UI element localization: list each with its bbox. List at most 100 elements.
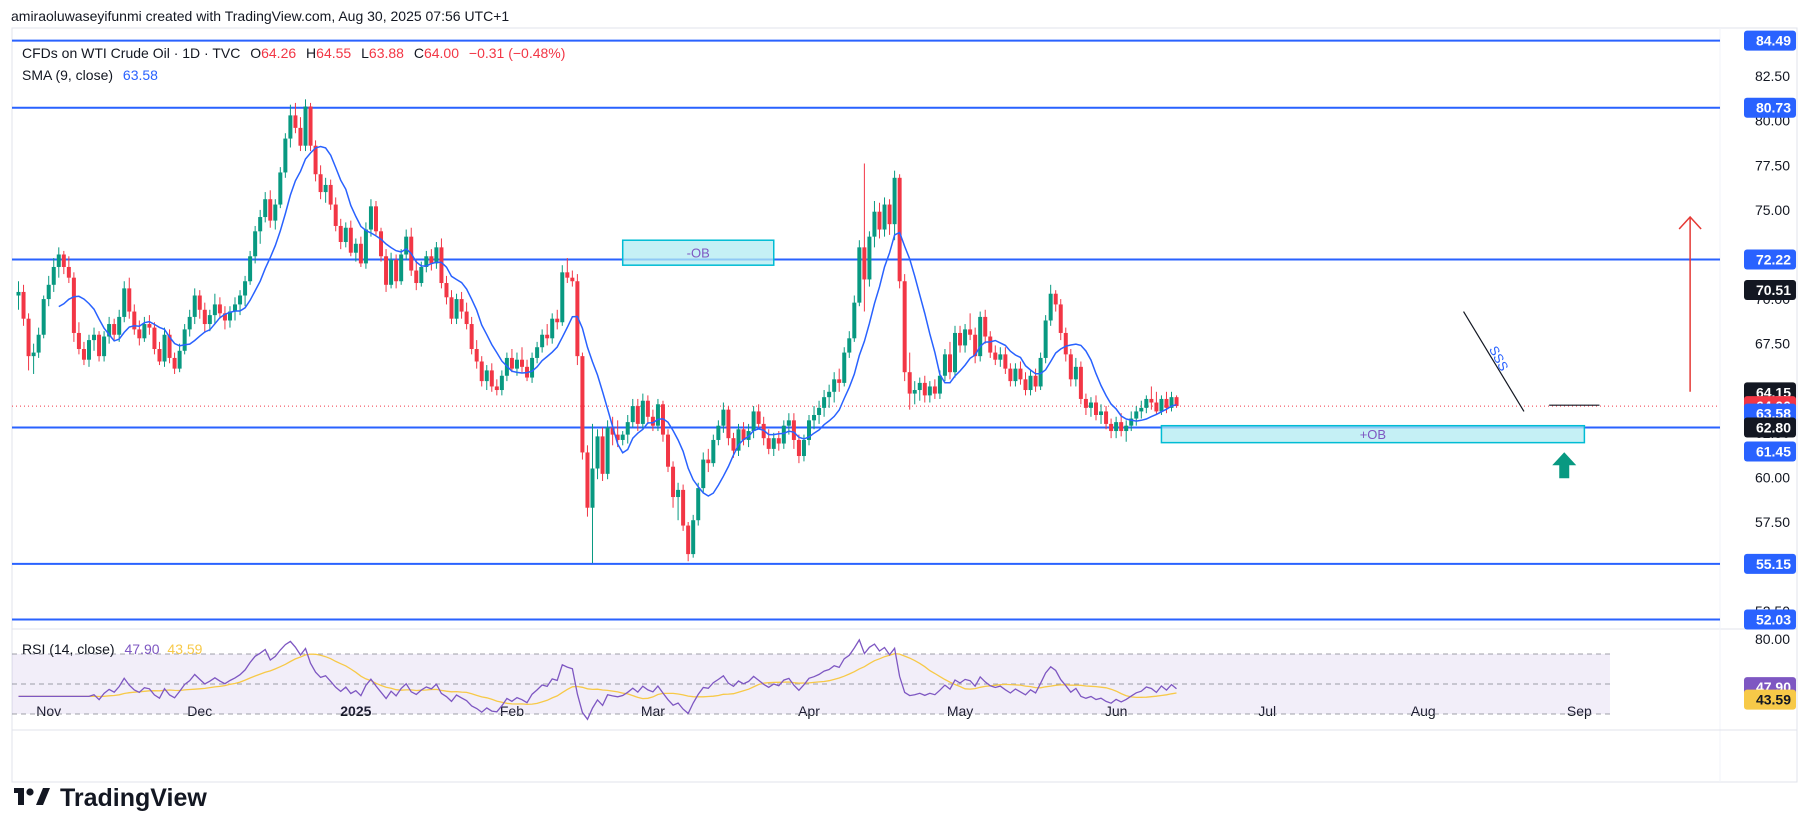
rsi-pane[interactable]: 80.00 47.90 43.59	[12, 631, 1796, 721]
candle-body	[1018, 368, 1023, 380]
candle-body	[1078, 366, 1083, 399]
price-tick-label: 57.50	[1755, 514, 1790, 530]
candle-body	[489, 370, 494, 387]
candle-body	[963, 329, 968, 346]
candle	[122, 281, 127, 323]
candle	[1048, 284, 1053, 326]
candle-body	[258, 217, 263, 232]
time-tick-label: May	[947, 703, 973, 719]
candle-body	[328, 184, 333, 205]
time-tick-label: Feb	[500, 703, 524, 719]
candle-body	[1083, 398, 1088, 408]
candle	[484, 365, 489, 391]
candle	[701, 452, 706, 494]
open-label: O	[250, 45, 261, 61]
candle-body	[635, 406, 640, 424]
candle-body	[147, 324, 152, 328]
candle-body	[600, 436, 605, 474]
candle	[907, 352, 912, 410]
candle	[429, 249, 434, 271]
candle	[81, 341, 86, 366]
time-tick-label: Nov	[36, 703, 61, 719]
candle-body	[575, 281, 580, 357]
candle	[1043, 315, 1048, 364]
price-badge	[1744, 279, 1796, 300]
candle	[912, 381, 917, 405]
sma-label: SMA (9, close)	[22, 67, 113, 83]
candle	[600, 427, 605, 481]
candle	[243, 275, 248, 307]
candle-body	[645, 400, 650, 417]
candle-body	[298, 127, 303, 146]
candle	[958, 325, 963, 353]
candle-body	[56, 254, 61, 267]
candle	[263, 192, 268, 223]
rsi-line	[18, 638, 1177, 721]
candle	[404, 229, 409, 260]
candle-body	[1109, 423, 1114, 432]
candle-body	[243, 281, 248, 296]
candle-body	[686, 525, 691, 555]
candle	[645, 395, 650, 424]
candle-body	[907, 372, 912, 394]
candle	[66, 256, 71, 284]
candle	[942, 349, 947, 382]
price-tick-label: 82.50	[1755, 68, 1790, 84]
candle-body	[706, 459, 711, 464]
rsi-legend-value: 47.90	[124, 641, 159, 657]
candle-body	[721, 409, 726, 426]
rsi-band-fill	[12, 654, 1610, 714]
candle-body	[978, 316, 983, 357]
candle-body	[535, 347, 540, 358]
price-badge	[1744, 441, 1796, 462]
candle-body	[31, 352, 36, 357]
candle-body	[283, 138, 288, 173]
candle	[222, 306, 227, 330]
main-pane[interactable]: 52.5055.0057.5060.0062.5065.0067.5070.00…	[12, 30, 1796, 719]
candle-body	[801, 439, 806, 457]
candle	[61, 250, 66, 275]
candle	[686, 521, 691, 562]
candle-body	[444, 283, 449, 298]
candle	[399, 249, 404, 285]
candle-body	[847, 338, 852, 353]
candle-body	[947, 354, 952, 373]
candle	[167, 329, 172, 364]
candle-body	[1038, 357, 1043, 387]
candle-body	[21, 291, 26, 319]
candle-body	[348, 227, 353, 253]
candle	[605, 420, 610, 480]
candle	[1073, 357, 1078, 387]
time-tick-label: Dec	[187, 703, 212, 719]
candle-body	[16, 291, 21, 296]
rsi-ma-line	[18, 652, 1177, 706]
candle-body	[676, 489, 681, 498]
candle	[71, 272, 76, 342]
candle	[983, 309, 988, 344]
candle	[660, 400, 665, 442]
candle	[444, 275, 449, 305]
sma-line	[58, 145, 1177, 497]
candle	[348, 220, 353, 257]
candle-body	[358, 243, 363, 264]
candle	[555, 309, 560, 330]
candle-body	[368, 206, 373, 230]
time-tick-label: Jun	[1105, 703, 1128, 719]
candle-body	[494, 386, 499, 391]
candle-body	[872, 211, 877, 237]
close-value: 64.00	[424, 45, 459, 61]
price-badge	[1744, 249, 1796, 270]
candle-body	[263, 199, 268, 218]
candle-body	[857, 247, 862, 303]
candle	[162, 327, 167, 367]
candle	[313, 140, 318, 182]
candle-body	[233, 304, 238, 312]
candle	[479, 356, 484, 387]
candle	[560, 265, 565, 326]
candle	[968, 313, 973, 341]
candle	[847, 331, 852, 358]
candle	[26, 313, 31, 371]
candle-body	[1114, 422, 1119, 432]
